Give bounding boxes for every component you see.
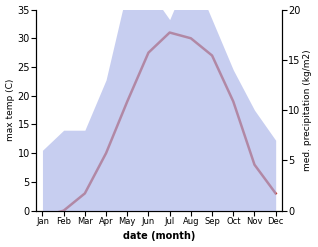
X-axis label: date (month): date (month) — [123, 231, 195, 242]
Y-axis label: med. precipitation (kg/m2): med. precipitation (kg/m2) — [303, 49, 313, 171]
Y-axis label: max temp (C): max temp (C) — [5, 79, 15, 141]
